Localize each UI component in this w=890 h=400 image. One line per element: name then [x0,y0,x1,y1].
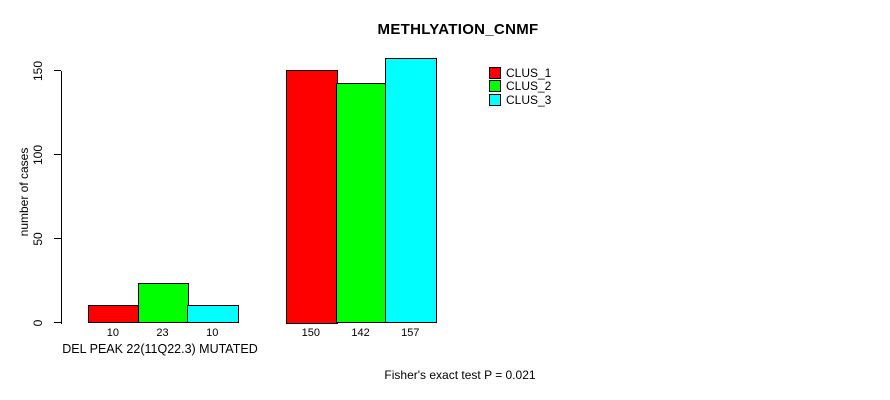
bar [335,82,388,324]
bar-value-label: 10 [106,327,119,339]
legend: CLUS_1 CLUS_2 CLUS_3 [489,66,551,107]
bar-value-label: 157 [401,327,420,339]
legend-swatch [489,93,501,106]
fisher-test-annotation: Fisher's exact test P = 0.021 [384,368,536,382]
legend-label: CLUS_1 [506,65,552,80]
legend-swatch [489,80,501,93]
y-axis-tick-label: 50 [31,231,45,246]
bar [286,69,338,324]
legend-label: CLUS_2 [506,79,552,94]
chart-title: METHLYATION_CNMF [377,21,539,38]
y-axis-tick-label: 0 [31,319,45,326]
legend-label: CLUS_3 [506,92,552,107]
y-axis-tick [53,153,61,156]
legend-item: CLUS_3 [489,93,551,107]
y-axis-tick [53,321,61,324]
y-axis-tick [53,237,61,240]
y-axis-tick-label: 100 [31,144,45,165]
bar [137,282,190,324]
bar-value-label: 10 [206,327,219,339]
bar [187,304,240,324]
bar-value-label: 150 [301,327,321,339]
y-axis-tick [53,69,61,72]
x-axis-group-label: DEL PEAK 22(11Q22.3) MUTATED [62,342,258,356]
legend-item: CLUS_1 [489,66,551,80]
legend-item: CLUS_2 [489,79,552,94]
bar [88,304,140,324]
y-axis-label: number of cases [17,147,31,237]
legend-swatch [489,66,501,79]
y-axis-line [60,70,62,324]
bar-value-label: 23 [156,327,169,339]
y-axis-tick-label: 150 [31,60,45,81]
bar-value-label: 142 [351,327,370,339]
bar [385,57,438,324]
